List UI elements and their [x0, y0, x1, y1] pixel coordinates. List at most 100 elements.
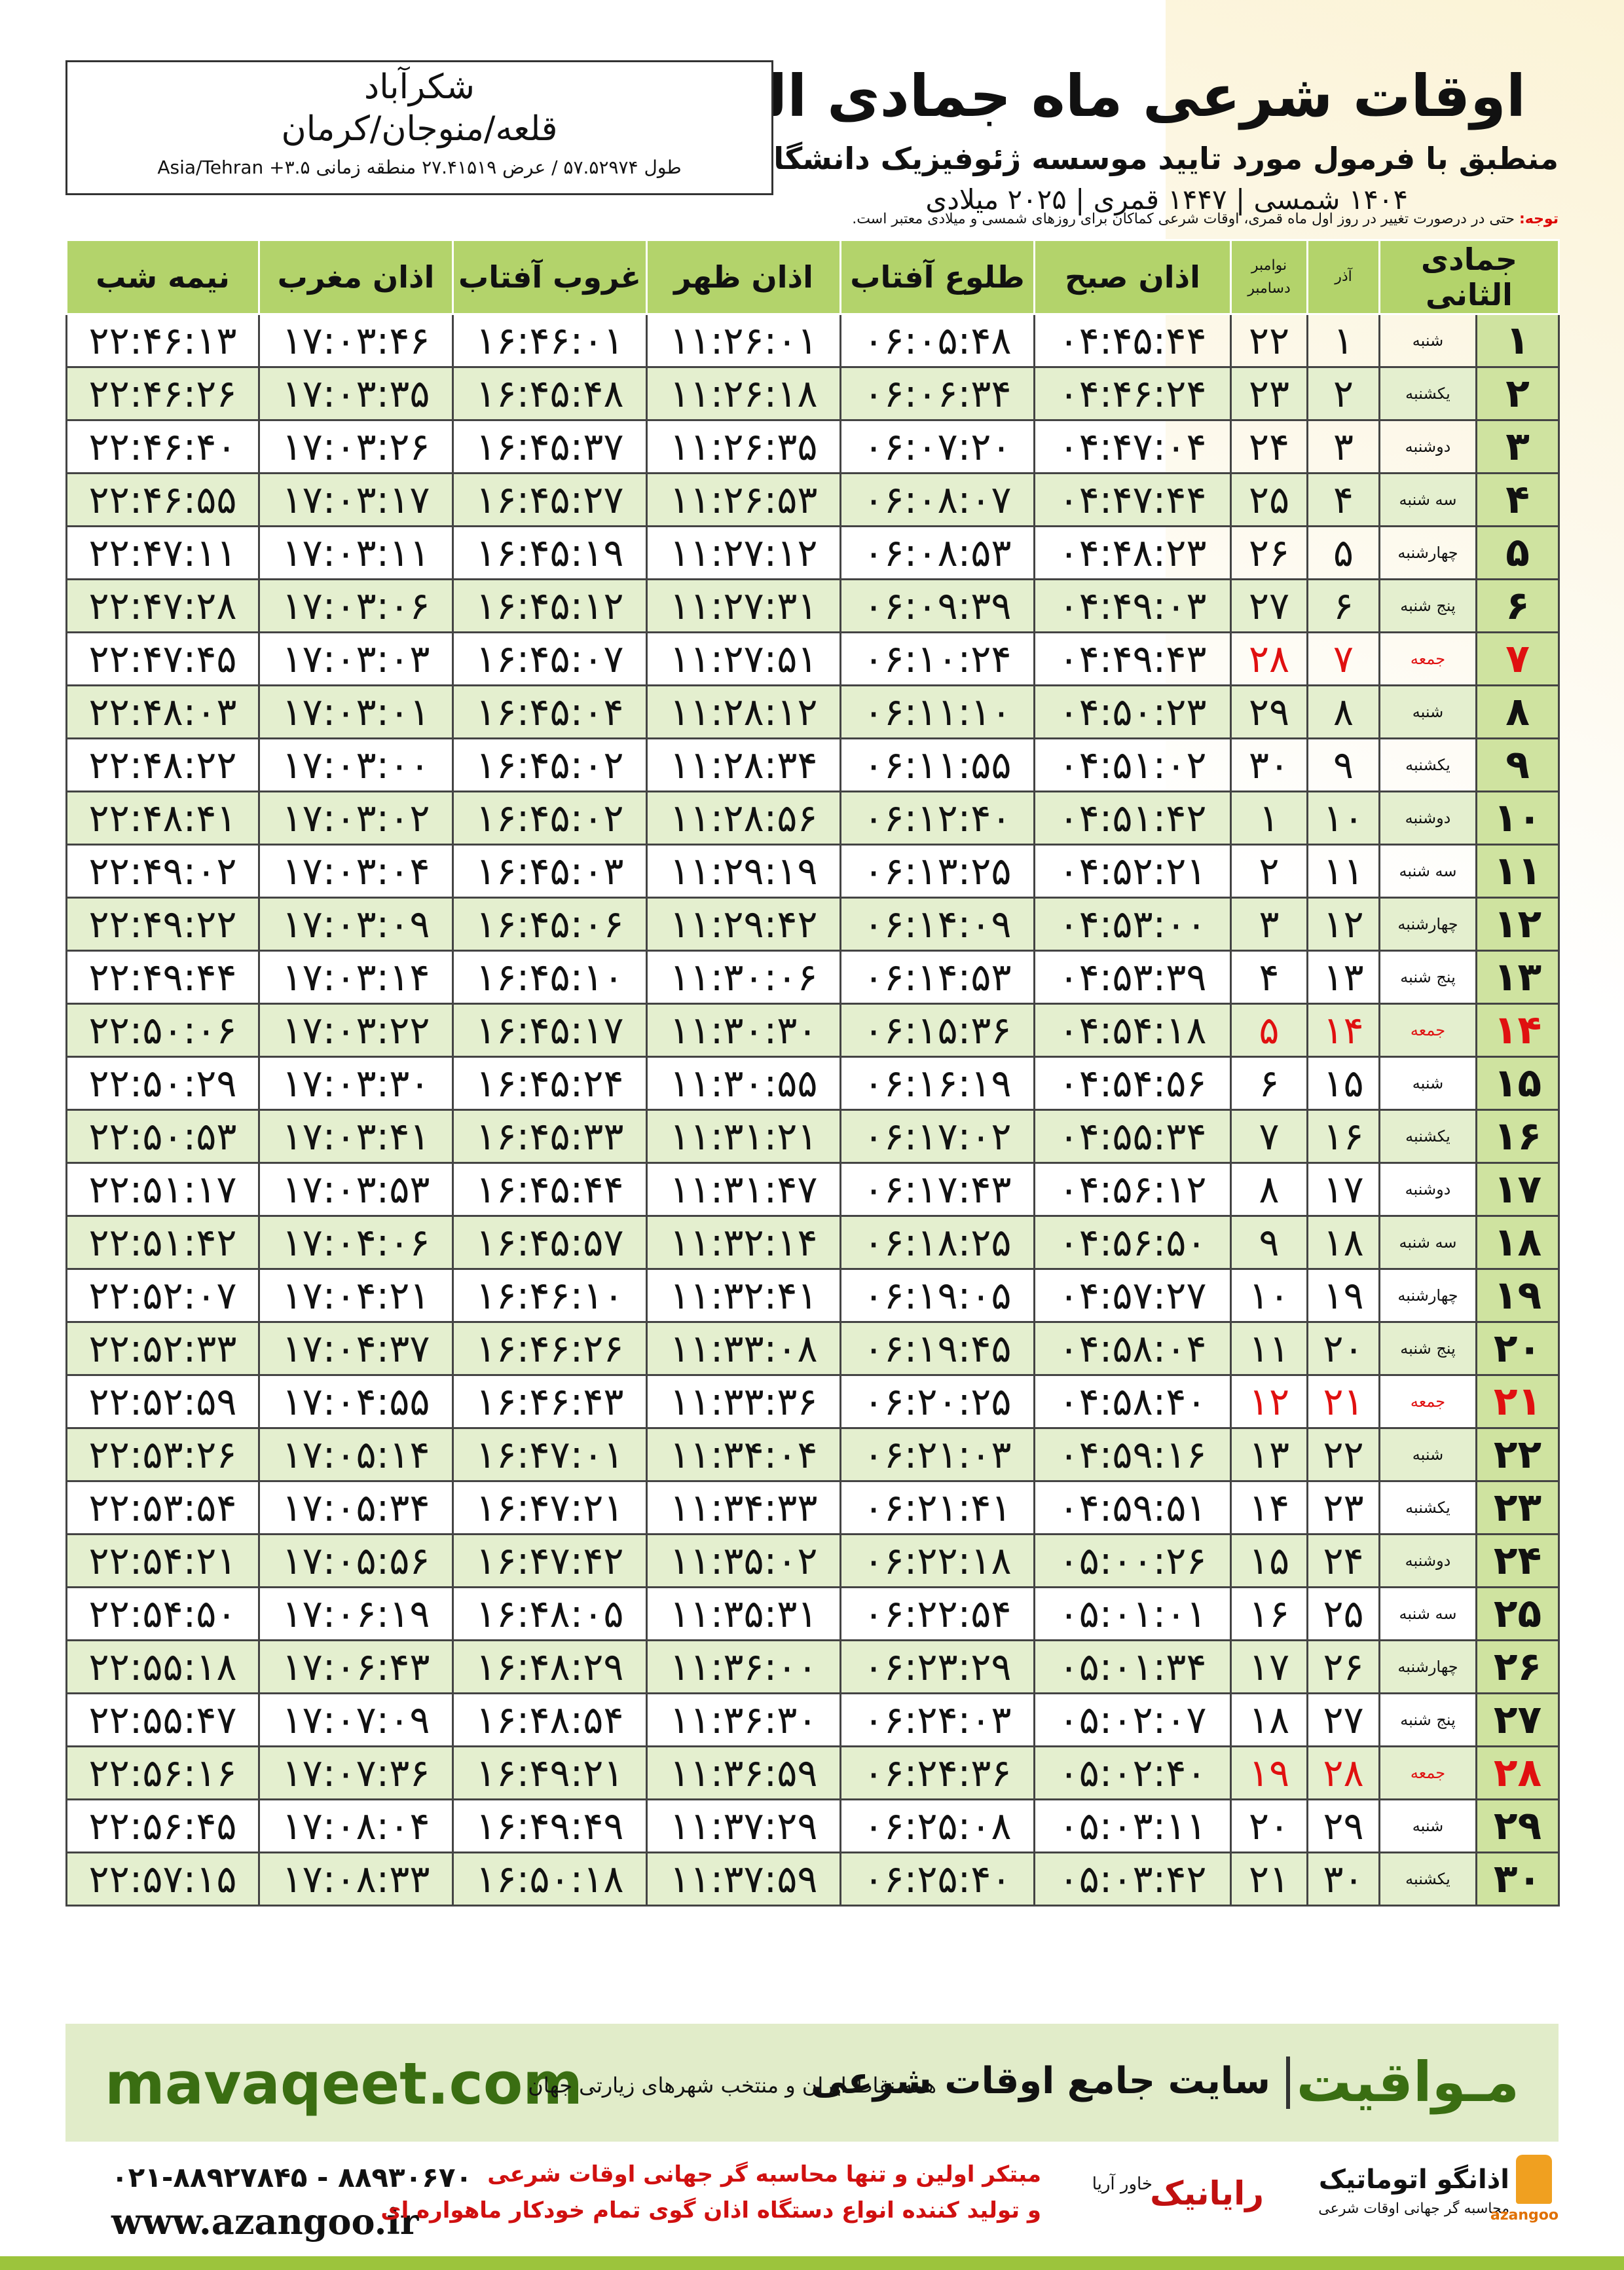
fajr: ۰۴:۴۹:۰۳ [1033, 578, 1232, 633]
table-row: ۲۹ شنبه ۲۹ ۲۰ ۰۵:۰۳:۱۱ ۰۶:۲۵:۰۸ ۱۱:۳۷:۲۹ ۱۶:۴۹:… [65, 1798, 1560, 1853]
coordinates: طول ۵۷.۵۲۹۷۴ / عرض ۲۷.۴۱۵۱۹ منطقه زمانی … [157, 157, 682, 178]
table-row: ۸ شنبه ۸ ۲۹ ۰۴:۵۰:۲۳ ۰۶:۱۱:۱۰ ۱۱:۲۸:۱۲ ۱۶:۴۵:۰۴… [65, 684, 1560, 739]
gregorian-day: ۲۷ [1230, 578, 1308, 633]
azar-day: ۳ [1306, 419, 1380, 474]
midnight: ۲۲:۴۹:۰۲ [65, 844, 260, 899]
dhuhr: ۱۱:۳۰:۵۵ [646, 1056, 841, 1111]
sunset: ۱۶:۴۷:۰۱ [452, 1427, 648, 1482]
lunar-day: ۲۰ [1475, 1321, 1560, 1376]
fajr: ۰۵:۰۰:۲۶ [1033, 1533, 1232, 1588]
lunar-day: ۲۷ [1475, 1692, 1560, 1747]
maghrib: ۱۷:۰۳:۰۲ [258, 791, 454, 846]
fajr: ۰۴:۵۶:۵۰ [1033, 1215, 1232, 1270]
midnight: ۲۲:۴۹:۲۲ [65, 897, 260, 952]
sunset: ۱۶:۴۵:۰۴ [452, 684, 648, 739]
slogan-sub: همه نقاط ایران و منتخب شهرهای زیارتی جها… [528, 2073, 936, 2098]
azar-day: ۱۸ [1306, 1215, 1380, 1270]
midnight: ۲۲:۵۵:۱۸ [65, 1639, 260, 1694]
dhuhr: ۱۱:۳۵:۰۲ [646, 1533, 841, 1588]
maghrib: ۱۷:۰۵:۱۴ [258, 1427, 454, 1482]
azar-day: ۸ [1306, 684, 1380, 739]
dhuhr: ۱۱:۳۶:۵۹ [646, 1745, 841, 1800]
sunset: ۱۶:۴۶:۱۰ [452, 1268, 648, 1323]
fajr: ۰۵:۰۳:۴۲ [1033, 1851, 1232, 1907]
sunrise: ۰۶:۱۲:۴۰ [840, 791, 1035, 846]
sunset: ۱۶:۵۰:۱۸ [452, 1851, 648, 1907]
maghrib: ۱۷:۰۳:۲۲ [258, 1003, 454, 1058]
weekday: شنبه [1378, 684, 1478, 739]
midnight: ۲۲:۴۶:۵۵ [65, 472, 260, 527]
sunset: ۱۶:۴۵:۰۲ [452, 737, 648, 792]
maghrib: ۱۷:۰۳:۲۶ [258, 419, 454, 474]
sunrise: ۰۶:۲۰:۲۵ [840, 1374, 1035, 1429]
azar-day: ۲۱ [1306, 1374, 1380, 1429]
table-row: ۱۸ سه شنبه ۱۸ ۹ ۰۴:۵۶:۵۰ ۰۶:۱۸:۲۵ ۱۱:۳۲:۱۴ ۱۶:۴… [65, 1215, 1560, 1270]
fajr: ۰۴:۵۵:۳۴ [1033, 1109, 1232, 1164]
table-row: ۲۷ پنج شنبه ۲۷ ۱۸ ۰۵:۰۲:۰۷ ۰۶:۲۴:۰۳ ۱۱:۳۶:۳۰ ۱۶… [65, 1692, 1560, 1747]
azar-day: ۲۲ [1306, 1427, 1380, 1482]
maghrib: ۱۷:۰۸:۳۳ [258, 1851, 454, 1907]
website: www.azangoo.ir [111, 2201, 419, 2242]
midnight: ۲۲:۵۷:۱۵ [65, 1851, 260, 1907]
sunset: ۱۶:۴۵:۴۸ [452, 366, 648, 421]
maghrib: ۱۷:۰۳:۳۰ [258, 1056, 454, 1111]
weekday: سه شنبه [1378, 472, 1478, 527]
gregorian-day: ۵ [1230, 1003, 1308, 1058]
gregorian-day: ۲ [1230, 844, 1308, 899]
logo-text: محاسبه گر جهانی اوقات شرعی [1318, 2201, 1509, 2217]
table-row: ۱۲ چهارشنبه ۱۲ ۳ ۰۴:۵۳:۰۰ ۰۶:۱۴:۰۹ ۱۱:۲۹:۴۲ ۱۶:… [65, 897, 1560, 952]
gregorian-day: ۲۰ [1230, 1798, 1308, 1853]
lunar-day: ۲۹ [1475, 1798, 1560, 1853]
ad-line: و تولید کننده انواع دستگاه اذان گوی تمام… [380, 2197, 1041, 2223]
dhuhr: ۱۱:۳۶:۰۰ [646, 1639, 841, 1694]
midnight: ۲۲:۴۷:۲۸ [65, 578, 260, 633]
sunrise: ۰۶:۱۸:۲۵ [840, 1215, 1035, 1270]
table-row: ۲۵ سه شنبه ۲۵ ۱۶ ۰۵:۰۱:۰۱ ۰۶:۲۲:۵۴ ۱۱:۳۵:۳۱ ۱۶:… [65, 1586, 1560, 1641]
header-row: جمادی الثانی آذر نوامبر دسامبر اذان صبح ط… [65, 239, 1560, 315]
lunar-day: ۲۶ [1475, 1639, 1560, 1694]
midnight: ۲۲:۵۰:۰۶ [65, 1003, 260, 1058]
gregorian-day: ۷ [1230, 1109, 1308, 1164]
sunrise: ۰۶:۱۰:۲۴ [840, 631, 1035, 686]
maghrib: ۱۷:۰۳:۵۳ [258, 1162, 454, 1217]
fajr: ۰۴:۴۶:۲۴ [1033, 366, 1232, 421]
fajr: ۰۴:۴۷:۴۴ [1033, 472, 1232, 527]
fajr: ۰۴:۵۶:۱۲ [1033, 1162, 1232, 1217]
lunar-day: ۳ [1475, 419, 1560, 474]
note-label: توجه: [1519, 211, 1559, 227]
maghrib: ۱۷:۰۳:۴۱ [258, 1109, 454, 1164]
dates: ۱۴۰۴ شمسی | ۱۴۴۷ قمری | ۲۰۲۵ میلادی [925, 183, 1408, 215]
logo-text: خاور آریا [1092, 2174, 1153, 2194]
weekday: دوشنبه [1378, 419, 1478, 474]
azar-day: ۱۴ [1306, 1003, 1380, 1058]
fajr: ۰۴:۵۴:۵۶ [1033, 1056, 1232, 1111]
header-cell: اذان صبح [1033, 239, 1232, 315]
fajr: ۰۵:۰۳:۱۱ [1033, 1798, 1232, 1853]
lunar-day: ۱۲ [1475, 897, 1560, 952]
azar-day: ۱ [1306, 313, 1380, 368]
azar-day: ۲۸ [1306, 1745, 1380, 1800]
azar-day: ۵ [1306, 525, 1380, 580]
midnight: ۲۲:۵۰:۲۹ [65, 1056, 260, 1111]
sunrise: ۰۶:۰۶:۳۴ [840, 366, 1035, 421]
weekday: چهارشنبه [1378, 1639, 1478, 1694]
dhuhr: ۱۱:۳۳:۰۸ [646, 1321, 841, 1376]
weekday: یکشنبه [1378, 1851, 1478, 1907]
dhuhr: ۱۱:۳۰:۳۰ [646, 1003, 841, 1058]
weekday: یکشنبه [1378, 1109, 1478, 1164]
maghrib: ۱۷:۰۳:۴۶ [258, 313, 454, 368]
midnight: ۲۲:۴۸:۲۲ [65, 737, 260, 792]
sunset: ۱۶:۴۵:۰۲ [452, 791, 648, 846]
dhuhr: ۱۱:۲۷:۱۲ [646, 525, 841, 580]
azar-day: ۱۷ [1306, 1162, 1380, 1217]
table-row: ۳۰ یکشنبه ۳۰ ۲۱ ۰۵:۰۳:۴۲ ۰۶:۲۵:۴۰ ۱۱:۳۷:۵۹ ۱۶:۵… [65, 1851, 1560, 1907]
lunar-day: ۳۰ [1475, 1851, 1560, 1907]
weekday: پنج شنبه [1378, 1692, 1478, 1747]
header-text: نوامبر [1251, 257, 1287, 274]
sunset: ۱۶:۴۵:۴۴ [452, 1162, 648, 1217]
table-row: ۱۹ چهارشنبه ۱۹ ۱۰ ۰۴:۵۷:۲۷ ۰۶:۱۹:۰۵ ۱۱:۳۲:۴۱ ۱۶… [65, 1268, 1560, 1323]
gregorian-day: ۶ [1230, 1056, 1308, 1111]
azar-day: ۱۵ [1306, 1056, 1380, 1111]
fajr: ۰۴:۵۷:۲۷ [1033, 1268, 1232, 1323]
maghrib: ۱۷:۰۷:۳۶ [258, 1745, 454, 1800]
